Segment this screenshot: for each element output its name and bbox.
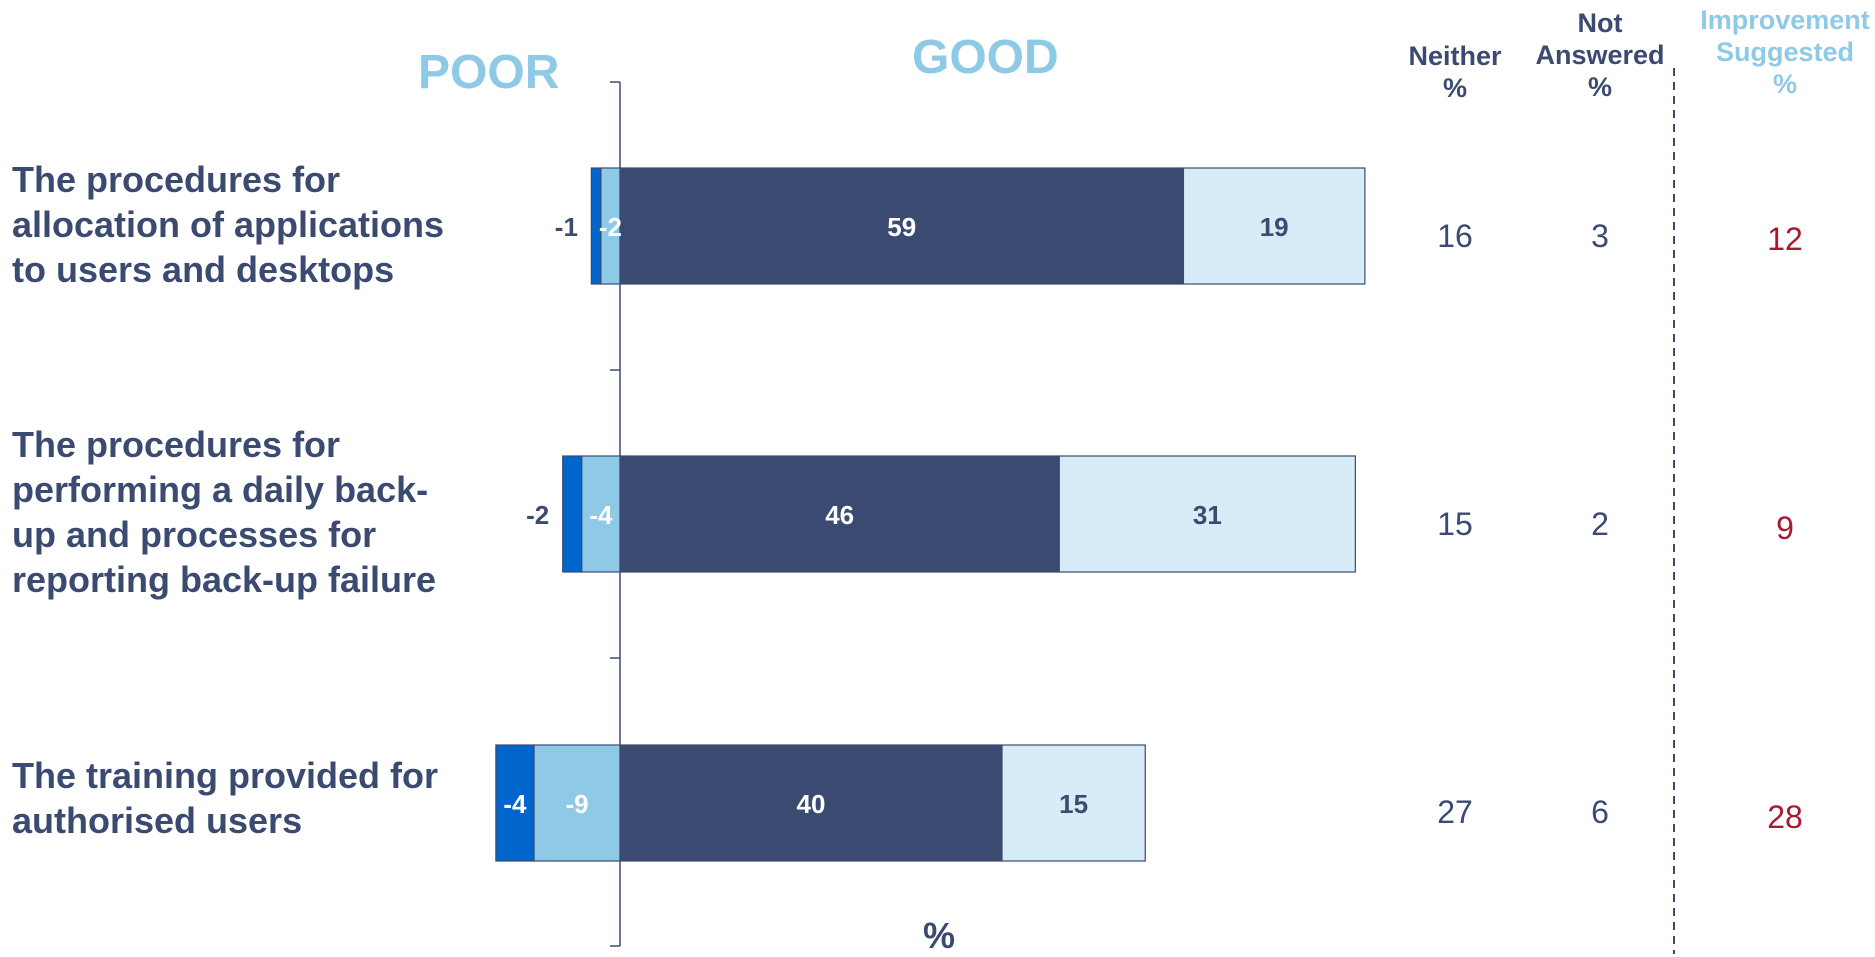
improvement-value-1: 12 <box>1767 221 1803 257</box>
data-label-very-good-3: 15 <box>1059 789 1088 819</box>
bar-good-1 <box>619 167 1185 285</box>
improvement-header-line-1: Improvement <box>1700 5 1870 35</box>
data-label-very-poor-1: -1 <box>555 212 578 242</box>
data-label-good-2: 46 <box>825 500 854 530</box>
not-answered-header-line-1: Not <box>1577 8 1623 38</box>
data-label-very-good-1: 19 <box>1260 212 1289 242</box>
x-axis-unit-label: % <box>923 915 956 956</box>
data-label-poor-2: -4 <box>589 500 613 530</box>
neither-value-1: 16 <box>1437 218 1473 254</box>
bar-very-poor-3 <box>495 744 535 862</box>
improvement-value-2: 9 <box>1776 510 1794 546</box>
data-label-very-poor-2: -2 <box>526 500 549 530</box>
category-2-line-3: up and processes for <box>12 514 377 555</box>
neither-value-3: 27 <box>1437 794 1473 830</box>
bar-very-good-1 <box>1182 167 1366 285</box>
not-answered-column-header: Not Answered % <box>1530 7 1670 103</box>
good-heading: GOOD <box>912 31 1059 84</box>
not-answered-value-1: 3 <box>1591 218 1609 254</box>
neither-column-header: Neither % <box>1395 40 1515 104</box>
bar-very-good-2 <box>1058 455 1356 573</box>
not-answered-value-2: 2 <box>1591 506 1609 542</box>
bar-good-3 <box>619 744 1003 862</box>
neither-header-line-2: % <box>1442 73 1467 103</box>
category-3-line-2: authorised users <box>12 800 303 841</box>
data-label-poor-1: -2 <box>599 212 622 242</box>
bar-very-poor-2 <box>562 455 583 573</box>
data-label-very-good-2: 31 <box>1193 500 1222 530</box>
improvement-header-line-2: Suggested <box>1715 37 1855 67</box>
poor-heading: POOR <box>418 46 560 99</box>
data-label-very-poor-3: -4 <box>503 789 527 819</box>
bar-very-good-3 <box>1001 744 1146 862</box>
category-label-2: The procedures for performing a daily ba… <box>12 422 472 602</box>
data-label-poor-3: -9 <box>565 789 588 819</box>
category-label-3: The training provided for authorised use… <box>12 753 472 843</box>
improvement-column-header: Improvement Suggested % <box>1695 4 1875 100</box>
category-2-line-1: The procedures for <box>12 424 341 465</box>
neither-header-line-1: Neither <box>1408 41 1502 71</box>
category-2-line-2: performing a daily back- <box>12 469 429 510</box>
not-answered-value-3: 6 <box>1591 794 1609 830</box>
category-1-line-2: allocation of applications <box>12 204 445 245</box>
bar-poor-3 <box>533 744 621 862</box>
category-2-line-4: reporting back-up failure <box>12 559 437 600</box>
improvement-header-line-3: % <box>1772 69 1797 99</box>
category-3-line-1: The training provided for <box>12 755 439 796</box>
category-1-line-1: The procedures for <box>12 159 341 200</box>
category-label-1: The procedures for allocation of applica… <box>12 157 472 292</box>
data-label-good-1: 59 <box>887 212 916 242</box>
improvement-value-3: 28 <box>1767 799 1803 835</box>
not-answered-header-line-3: % <box>1587 72 1612 102</box>
neither-value-2: 15 <box>1437 506 1473 542</box>
data-label-good-3: 40 <box>797 789 826 819</box>
bar-poor-2 <box>581 455 621 573</box>
category-1-line-3: to users and desktops <box>12 249 395 290</box>
not-answered-header-line-2: Answered <box>1535 40 1665 70</box>
